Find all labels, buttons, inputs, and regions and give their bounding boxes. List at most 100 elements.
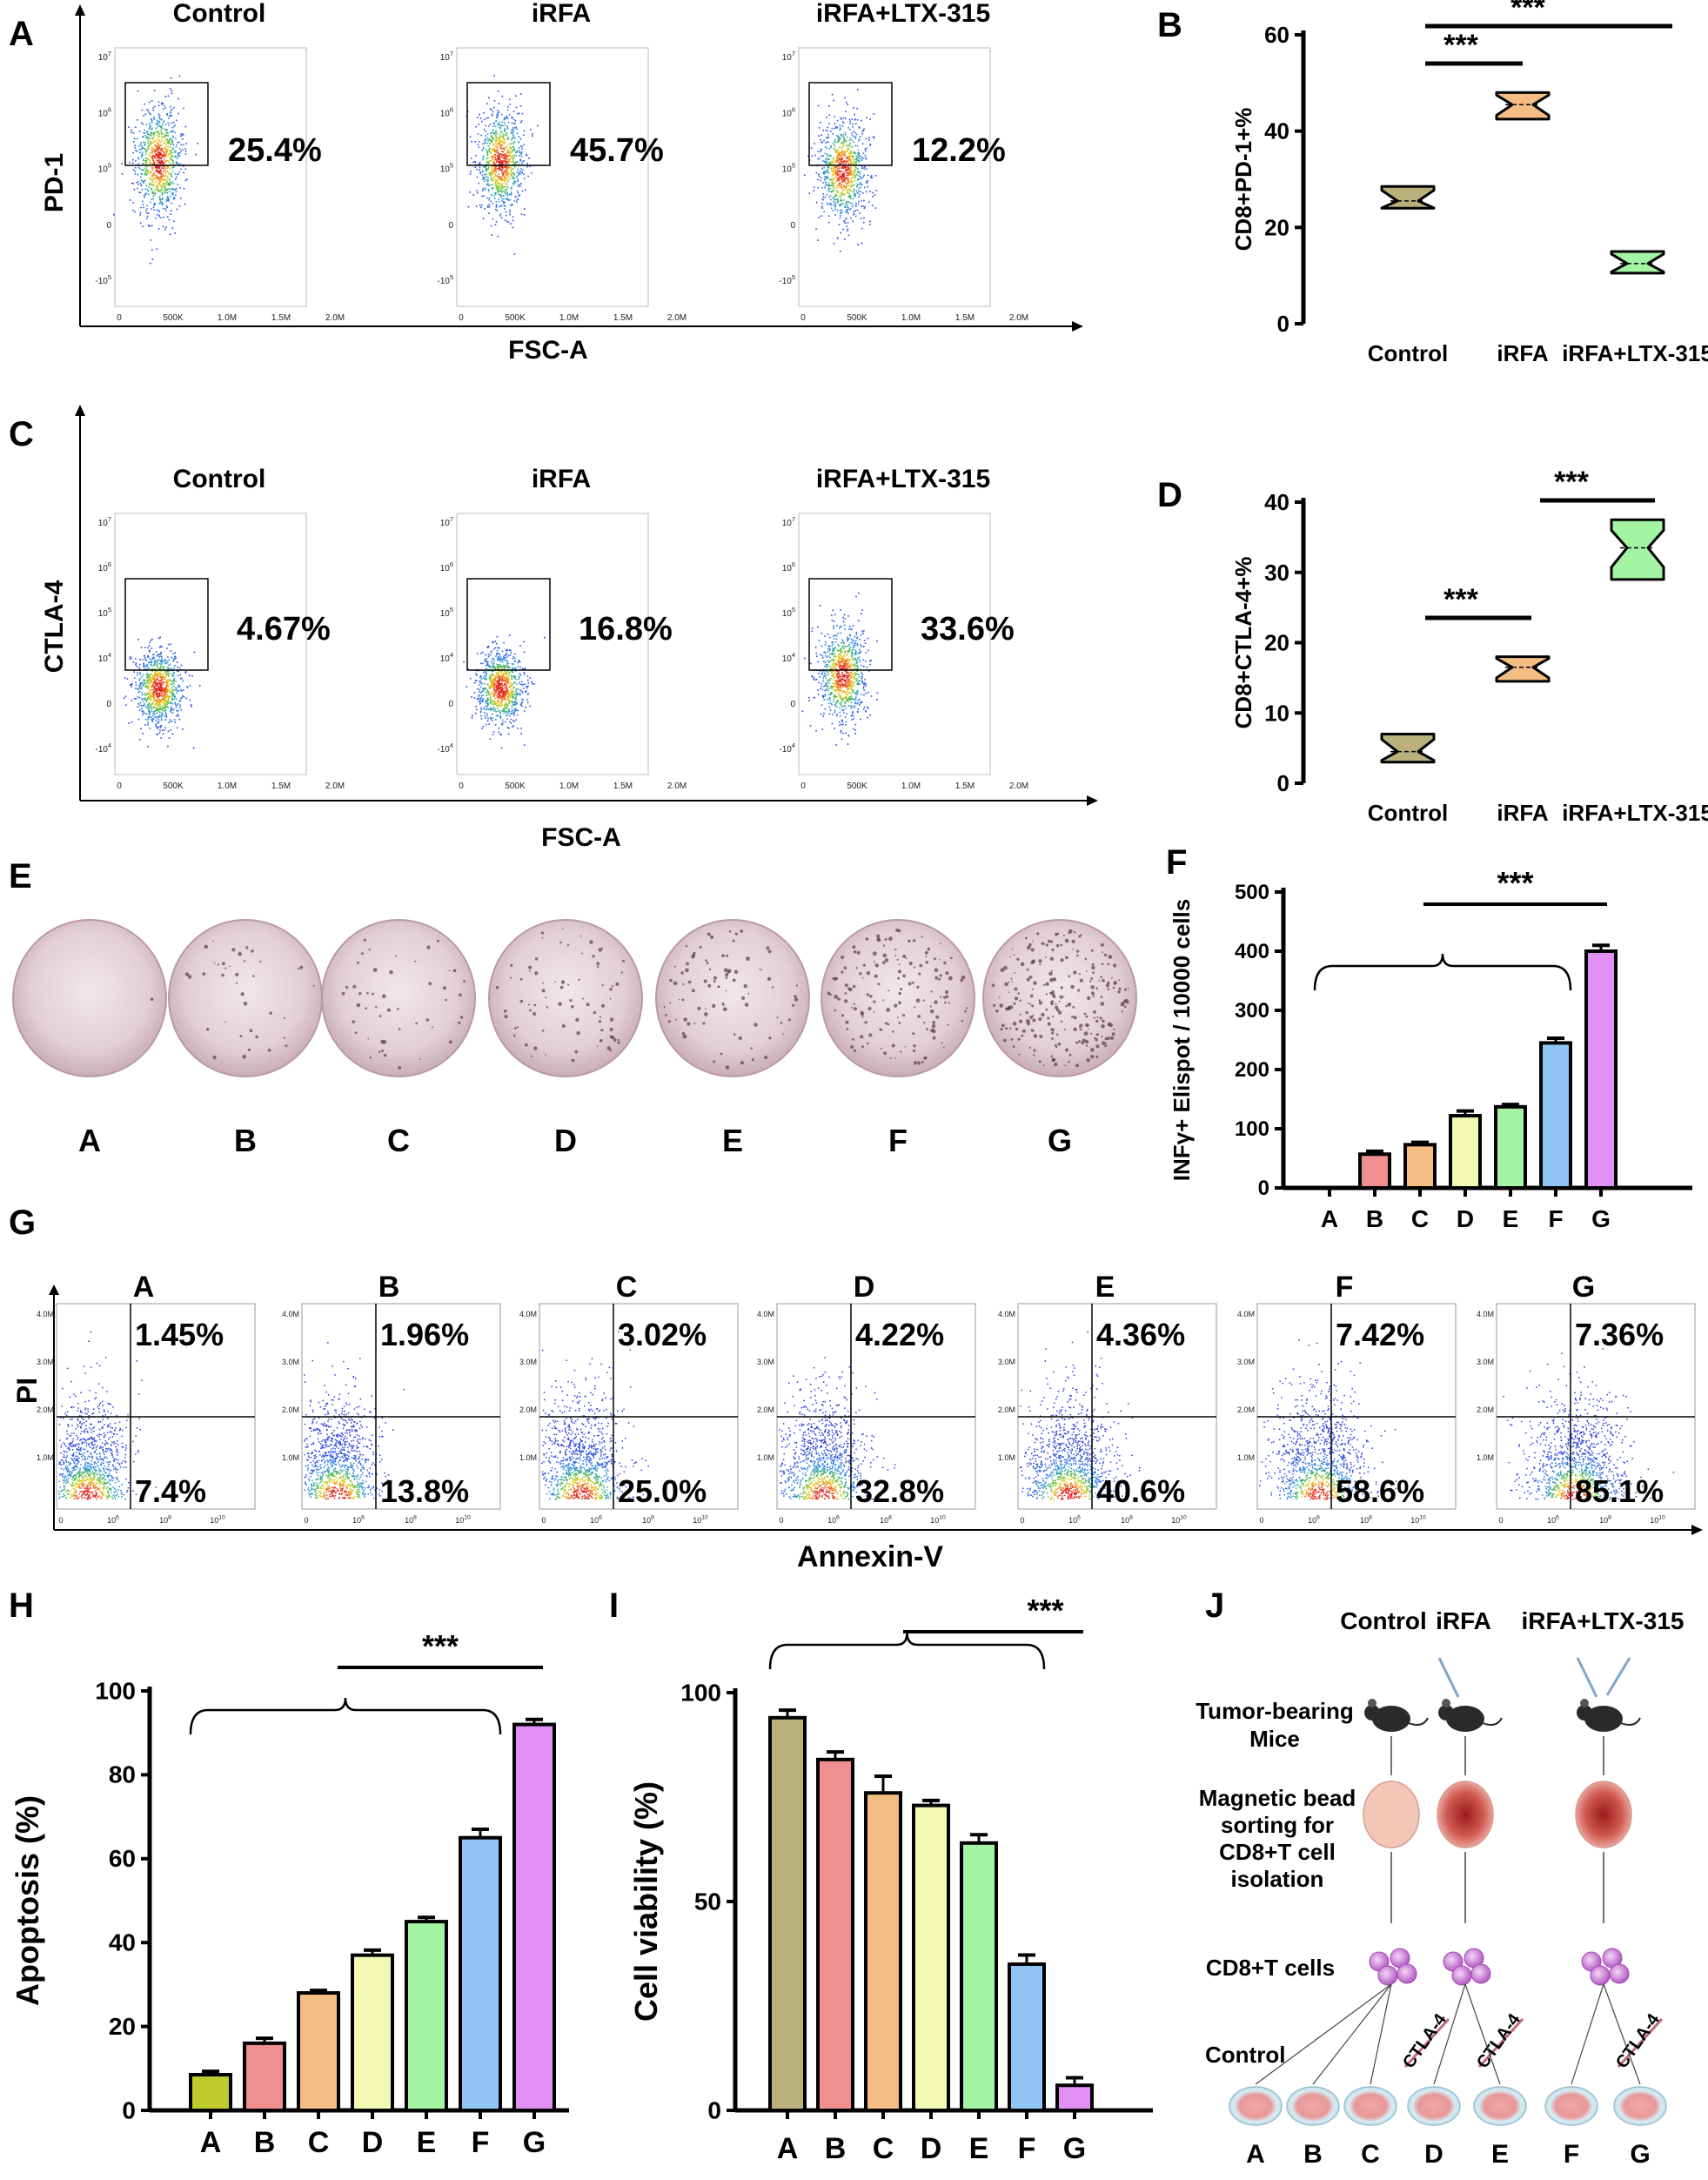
event-dot [507, 106, 509, 108]
event-dot [511, 170, 512, 171]
event-dot [177, 98, 179, 100]
event-dot [834, 196, 836, 198]
event-dot [826, 182, 827, 184]
event-dot [502, 724, 504, 726]
event-dot [143, 701, 144, 702]
event-dot [164, 137, 165, 138]
event-dot [151, 171, 152, 173]
event-dot [833, 635, 834, 637]
event-dot [496, 175, 498, 177]
event-dot [865, 661, 867, 662]
event-dot [137, 707, 139, 708]
y-tick-label: 105 [782, 162, 795, 175]
event-dot [171, 696, 172, 698]
event-dot [490, 184, 492, 185]
event-dot [827, 159, 829, 161]
event-dot [170, 184, 171, 186]
event-dot [151, 702, 153, 704]
event-dot [520, 703, 522, 705]
event-dot [141, 647, 143, 648]
event-dot [500, 706, 502, 708]
event-dot [847, 615, 849, 617]
event-dot [168, 681, 170, 682]
event-dot [176, 191, 177, 193]
event-dot [486, 647, 488, 648]
event-dot [519, 186, 521, 188]
event-dot [859, 212, 861, 214]
event-dot [159, 708, 161, 710]
event-dot [821, 168, 823, 170]
event-dot [853, 188, 854, 190]
event-dot [485, 659, 486, 661]
event-dot [155, 704, 157, 706]
event-dot [127, 678, 129, 680]
event-dot [186, 178, 188, 180]
event-dot [164, 699, 166, 701]
event-dot [181, 697, 183, 699]
event-dot [804, 175, 806, 177]
event-dot [171, 674, 173, 676]
event-dot [876, 190, 878, 191]
event-dot [513, 184, 515, 185]
event-dot [861, 205, 862, 207]
event-dot [177, 184, 178, 185]
event-dot [490, 109, 492, 111]
event-dot [151, 706, 152, 708]
event-dot [858, 674, 860, 675]
event-dot [505, 198, 506, 200]
event-dot [151, 122, 153, 124]
event-dot [861, 228, 863, 230]
event-dot [480, 687, 482, 688]
event-dot [846, 721, 847, 723]
event-dot [473, 194, 475, 196]
event-dot [848, 172, 850, 174]
event-dot [844, 628, 846, 630]
event-dot [165, 719, 167, 721]
event-dot [146, 666, 148, 667]
event-dot [158, 210, 160, 211]
event-dot [164, 229, 166, 231]
event-dot [479, 169, 480, 171]
event-dot [531, 172, 532, 174]
event-dot [159, 115, 161, 117]
event-dot [850, 198, 852, 200]
event-dot [139, 709, 141, 711]
event-dot [164, 192, 165, 194]
event-dot [480, 135, 482, 137]
event-dot [159, 117, 161, 119]
event-dot [860, 173, 861, 175]
event-dot [850, 184, 852, 186]
event-dot [854, 194, 856, 196]
event-dot [512, 172, 514, 174]
event-dot [496, 168, 498, 170]
event-dot [511, 117, 512, 118]
event-dot [173, 681, 175, 682]
event-dot [504, 138, 506, 140]
flow-plot-frame [115, 48, 306, 306]
event-dot [483, 698, 485, 700]
event-dot [156, 158, 157, 159]
event-dot [151, 711, 153, 713]
event-dot [814, 187, 815, 189]
event-dot [478, 144, 479, 146]
event-dot [533, 683, 535, 685]
event-dot [857, 157, 859, 158]
event-dot [502, 141, 504, 143]
event-dot [141, 184, 143, 186]
event-dot [852, 118, 854, 120]
event-dot [151, 249, 153, 251]
event-dot [874, 138, 875, 139]
event-dot [508, 728, 510, 729]
event-dot [149, 102, 151, 104]
event-dot [141, 157, 143, 158]
event-dot [167, 691, 169, 693]
event-dot [853, 715, 854, 717]
event-dot [168, 675, 170, 677]
event-dot [827, 657, 828, 659]
event-dot [507, 698, 509, 700]
event-dot [141, 708, 143, 710]
event-dot [828, 197, 830, 198]
event-dot [843, 140, 845, 142]
